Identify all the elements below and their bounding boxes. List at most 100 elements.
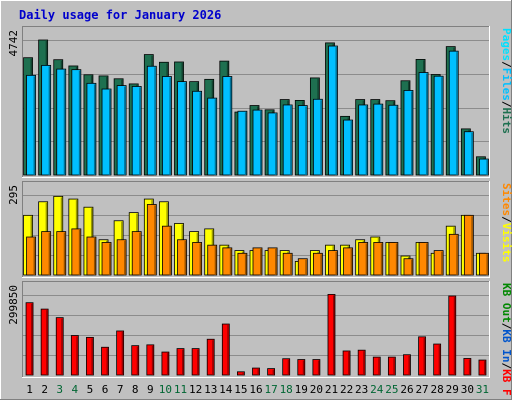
bar-face — [221, 323, 230, 376]
bar-shade — [260, 111, 262, 175]
bar-shade — [61, 318, 63, 375]
x-tick-label: 5 — [87, 383, 94, 396]
bar-shade — [212, 340, 214, 375]
bar-files-day-31 — [479, 158, 489, 176]
bar-sites-day-31 — [479, 252, 489, 276]
bar-shade — [380, 105, 383, 175]
bar-files-day-15 — [237, 110, 248, 176]
bar-sites-day-30 — [463, 214, 474, 276]
x-tick-label: 11 — [174, 383, 187, 396]
bar-face — [26, 236, 36, 276]
y-max-tick-label: 295 — [7, 185, 20, 205]
x-tick-label: 10 — [159, 383, 172, 396]
bar-shade — [106, 348, 109, 375]
bar-sites-day-13 — [207, 244, 218, 276]
bar-shade — [335, 251, 337, 275]
bar-shade — [184, 240, 187, 275]
bar-shade — [348, 351, 350, 375]
bar-shade — [33, 76, 36, 175]
bar-face — [177, 239, 187, 276]
bar-face — [25, 302, 34, 376]
bar-files-day-12 — [192, 90, 203, 176]
bar-kb-f-day-12 — [191, 348, 200, 376]
bar-sites-day-3 — [56, 231, 67, 276]
bar-shade — [378, 358, 380, 375]
bar-shade — [182, 349, 184, 375]
bar-face — [312, 359, 321, 376]
bar-files-day-17 — [267, 112, 278, 176]
bar-sites-day-16 — [252, 247, 263, 276]
bar-sites-day-10 — [162, 225, 172, 276]
bar-face — [41, 231, 52, 276]
bar-shade — [471, 216, 473, 275]
bar-shade — [332, 295, 335, 375]
bar-kb-f-day-15 — [237, 371, 245, 376]
x-tick-label: 2 — [41, 383, 48, 396]
x-tick-label: 6 — [102, 383, 109, 396]
bar-shade — [350, 248, 353, 275]
bar-kb-f-day-1 — [25, 302, 34, 376]
bar-face — [131, 345, 140, 376]
bar-face — [176, 348, 185, 376]
bar-files-day-8 — [131, 86, 142, 176]
bar-sites-day-6 — [101, 242, 112, 276]
bar-files-day-29 — [448, 50, 459, 176]
bar-face — [101, 346, 109, 376]
bar-face — [342, 350, 351, 376]
bar-face — [191, 348, 200, 376]
bar-shade — [166, 353, 169, 375]
x-tick-label: 28 — [431, 383, 444, 396]
bar-shade — [197, 349, 199, 375]
bar-face — [282, 104, 293, 176]
x-tick-label: 19 — [295, 383, 308, 396]
legend-separator: / — [500, 323, 512, 330]
bar-face — [116, 239, 127, 276]
bar-kb-f-day-8 — [131, 345, 140, 376]
bar-face — [297, 359, 306, 376]
bar-shade — [471, 132, 473, 175]
bar-shade — [229, 248, 232, 275]
bar-shade — [320, 100, 322, 175]
bar-face — [403, 354, 411, 376]
bar-shade — [438, 345, 441, 375]
bar-shade — [124, 86, 126, 175]
bar-files-day-5 — [86, 82, 97, 176]
bar-face — [358, 242, 369, 276]
bar-shade — [109, 243, 111, 275]
bar-kb-f-day-19 — [297, 359, 306, 376]
bar-face — [282, 252, 293, 276]
bar-shade — [393, 358, 395, 375]
bar-sites-day-17 — [267, 247, 278, 276]
bar-sites-day-4 — [71, 228, 82, 276]
bar-shade — [244, 254, 247, 275]
bar-files-day-9 — [146, 65, 157, 176]
legend-separator: / — [500, 216, 512, 223]
bar-face — [146, 344, 155, 376]
bar-face — [388, 104, 399, 176]
bar-sites-day-1 — [26, 236, 36, 276]
bar-shade — [290, 254, 292, 275]
bar-kb-f-day-11 — [176, 348, 185, 376]
bar-face — [343, 247, 353, 276]
bar-shade — [426, 243, 428, 275]
bar-sites-day-8 — [131, 231, 142, 276]
bar-shade — [184, 82, 187, 175]
bar-shade — [63, 232, 66, 275]
y-max-tick-label: 299850 — [7, 285, 20, 325]
bar-shade — [408, 355, 410, 375]
bar-sites-day-29 — [448, 233, 459, 276]
bar-sites-day-22 — [343, 247, 353, 276]
x-tick-label: 14 — [219, 383, 233, 396]
panel-visits-sites: 295 Sites/Visits — [7, 181, 512, 278]
x-tick-label: 4 — [72, 383, 79, 396]
legend-item: KB Out — [500, 283, 512, 323]
bar-face — [207, 97, 218, 176]
x-tick-label: 9 — [147, 383, 154, 396]
bar-shade — [290, 105, 292, 175]
bar-kb-f-day-21 — [327, 294, 336, 376]
bar-face — [418, 242, 429, 276]
bar-face — [387, 356, 396, 376]
bar-face — [192, 242, 203, 276]
bar-face — [55, 317, 64, 376]
